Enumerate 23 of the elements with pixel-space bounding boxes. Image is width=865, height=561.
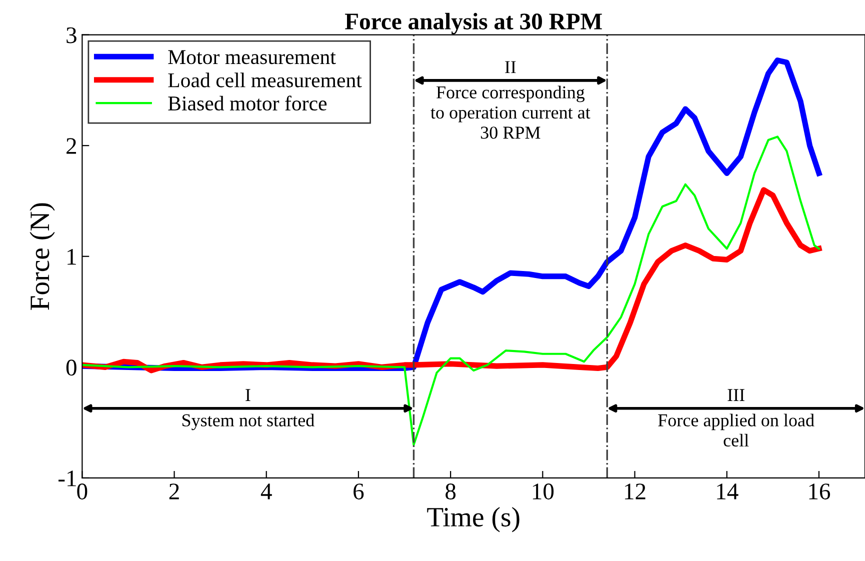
x-tick-label: 4	[260, 484, 272, 500]
x-tick-label: 12	[625, 484, 646, 500]
annotation: I System not started	[182, 389, 314, 430]
annotation: II Force corresponding to operation current at 30 RPM	[430, 61, 590, 139]
legend-label: Motor measurement	[168, 50, 336, 64]
x-tick-label: 16	[809, 484, 830, 500]
y-tick-label: -1	[58, 470, 76, 486]
chart-title: Force analysis at 30 RPM	[345, 12, 602, 34]
x-axis-title: Time (s)	[427, 507, 520, 532]
x-tick-label: 0	[77, 484, 88, 500]
y-axis-title: Force (N)	[30, 203, 55, 310]
y-tick-label: 0	[66, 360, 76, 376]
y-tick-label: 3	[66, 27, 76, 44]
x-tick-label: 14	[717, 484, 738, 500]
x-tick-label: 6	[354, 484, 364, 500]
y-tick-label: 1	[68, 248, 76, 265]
legend-label: Biased motor force	[168, 96, 327, 111]
y-tick-label: 2	[66, 138, 76, 154]
x-tick-label: 2	[169, 484, 179, 500]
x-tick-label: 10	[532, 484, 554, 500]
annotation: III Force applied on load cell	[658, 389, 814, 447]
x-tick-label: 8	[446, 484, 456, 500]
legend-label: Load cell measurement	[168, 72, 362, 88]
